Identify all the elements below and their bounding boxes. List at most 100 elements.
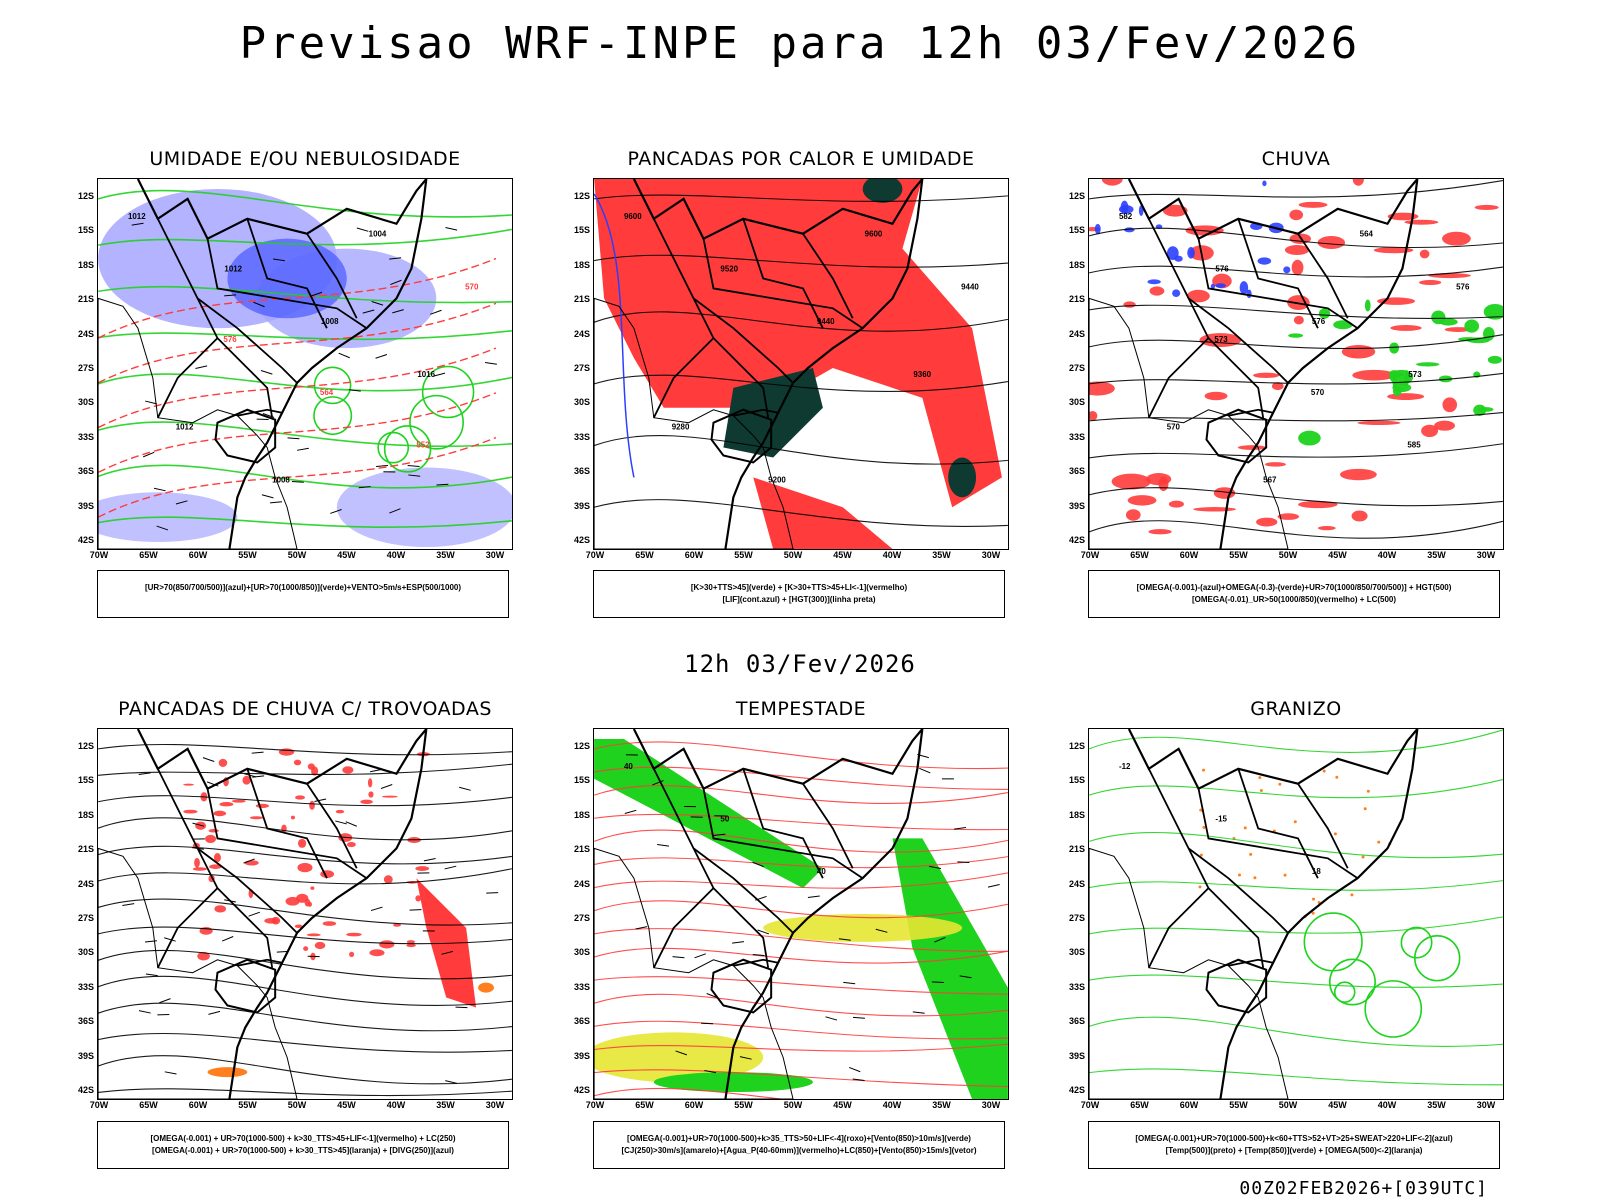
latitude-label: 39S (1068, 500, 1085, 511)
latitude-label: 36S (77, 466, 94, 477)
longitude-label: 30W (1476, 550, 1496, 560)
latitude-label: 12S (77, 191, 94, 201)
latitude-label: 30S (573, 947, 590, 958)
panel-title: GRANIZO (1250, 698, 1342, 720)
legend-box: [OMEGA(-0.001)-(azul)+OMEGA(-0.3)-(verde… (1088, 570, 1500, 618)
contour-label: 570 (1311, 388, 1325, 397)
map-graphic: 582 576 576 573 570 567 564 576 573 570 585 (1089, 179, 1503, 549)
longitude-label: 70W (1080, 1100, 1100, 1110)
longitude-label: 70W (89, 1100, 109, 1110)
panel-title: PANCADAS POR CALOR E UMIDADE (627, 148, 975, 170)
run-info: 00Z02FEB2026+[039UTC] (1239, 1178, 1488, 1199)
latitude-label: 30S (1068, 397, 1085, 408)
longitude-label: 70W (585, 550, 605, 560)
longitude-label: 55W (734, 550, 753, 560)
latitude-label: 33S (77, 981, 94, 992)
latitude-label: 12S (573, 191, 590, 201)
latitude-label: 30S (77, 947, 94, 958)
contour-label: 1008 (321, 317, 339, 326)
latitude-label: 39S (77, 1050, 94, 1061)
latitude-label: 39S (1068, 1050, 1085, 1061)
legend-line: [LIF](cont.azul) + [HGT(300)](linha pret… (722, 595, 876, 604)
latitude-label: 30S (1068, 947, 1085, 958)
contour-label: 9440 (961, 282, 979, 291)
legend-box: [OMEGA(-0.001)+UR>70(1000-500)+k>35_TTS>… (593, 1121, 1005, 1169)
contour-label: 9200 (768, 475, 786, 484)
contour-label: 564 (1360, 230, 1374, 239)
longitude-label: 50W (287, 1100, 307, 1110)
latitude-label: 27S (573, 363, 590, 373)
latitude-label: 24S (1068, 328, 1085, 339)
legend-line: [OMEGA(-0.01)_UR>50(1000/850)(vermelho) … (1191, 595, 1397, 604)
longitude-label: 35W (932, 550, 951, 560)
longitude-label: 35W (932, 1100, 951, 1110)
latitude-label: 36S (1068, 466, 1085, 477)
latitude-label: 21S (573, 294, 590, 305)
longitude-label: 40W (386, 550, 406, 560)
legend-line: [UR>70(850/700/500)](azul)+[UR>70(1000/8… (144, 583, 462, 592)
latitude-label: 15S (77, 775, 94, 786)
latitude-label: 24S (1068, 878, 1085, 889)
latitude-label: 42S (1068, 1085, 1085, 1095)
latitude-label: 36S (1068, 1016, 1085, 1027)
map-panel: GRANIZO -12 -15 18 12S 15S 18S 21S 24S 27S 30S 33S 3… (1069, 698, 1504, 1169)
panel-title: CHUVA (1261, 148, 1331, 170)
map-panel: PANCADAS DE CHUVA C/ TROVOADAS 12S 15S 18S 2… (78, 698, 513, 1169)
latitude-label: 15S (77, 225, 94, 236)
panel-title: PANCADAS DE CHUVA C/ TROVOADAS (118, 698, 492, 720)
longitude-label: 55W (1229, 1100, 1248, 1110)
map-plot: 582 576 576 573 570 567 564 576 573 570 585 (1088, 178, 1504, 550)
contour-label: 9600 (624, 212, 642, 221)
contour-label: 1016 (417, 370, 435, 379)
latitude-label: 21S (77, 844, 94, 855)
latitude-label: 21S (573, 844, 590, 855)
legend-box: [OMEGA(-0.001)+UR>70(1000-500)+k<60+TTS>… (1088, 1121, 1500, 1169)
latitude-label: 36S (573, 1016, 590, 1027)
contour-label: 40 (624, 762, 633, 771)
contour-label: 9440 (817, 317, 835, 326)
panel-title: UMIDADE E/OU NEBULOSIDADE (149, 148, 461, 170)
latitude-label: 27S (77, 913, 94, 923)
longitude-label: 60W (188, 550, 208, 560)
latitude-label: 21S (1068, 844, 1085, 855)
legend-line: [OMEGA(-0.001)+UR>70(1000-500)+k<60+TTS>… (1135, 1134, 1453, 1143)
longitude-label: 50W (1278, 1100, 1298, 1110)
contour-label: 570 (1167, 423, 1181, 432)
contour-label: 40 (817, 867, 826, 876)
latitude-label: 33S (573, 431, 590, 442)
latitude-label: 42S (1068, 535, 1085, 545)
latitude-label: 39S (77, 500, 94, 511)
contour-label: 18 (1312, 867, 1321, 876)
contour-label: 573 (1214, 335, 1228, 344)
longitude-label: 45W (1328, 550, 1347, 560)
longitude-label: 55W (238, 550, 257, 560)
longitude-label: 70W (585, 1100, 605, 1110)
map-panel: CHUVA 582 576 576 573 570 567 564 576 573 570 585 12… (1069, 148, 1504, 618)
contour-label: 576 (1456, 282, 1470, 291)
contour-label: 1004 (369, 230, 387, 239)
latitude-label: 15S (1068, 225, 1085, 236)
longitude-label: 65W (139, 550, 158, 560)
map-plot: 9600 9520 9440 9360 9280 9200 9600 9440 (593, 178, 1009, 550)
latitude-label: 15S (1068, 775, 1085, 786)
contour-label: 570 (465, 282, 479, 291)
longitude-label: 45W (833, 1100, 852, 1110)
latitude-label: 33S (1068, 431, 1085, 442)
latitude-label: 42S (573, 535, 590, 545)
contour-label: 585 (1407, 441, 1421, 450)
contour-label: 576 (223, 335, 237, 344)
longitude-label: 60W (1179, 550, 1199, 560)
legend-line: [K>30+TTS>45](verde) + [K>30+TTS>45+LI<-… (690, 583, 908, 592)
latitude-label: 33S (573, 981, 590, 992)
legend-line: [CJ(250)>30m/s](amarelo)+[Agua_P(40-60mm… (621, 1146, 977, 1155)
latitude-label: 36S (77, 1016, 94, 1027)
latitude-label: 42S (573, 1085, 590, 1095)
latitude-label: 30S (77, 397, 94, 408)
latitude-label: 27S (1068, 913, 1085, 923)
map-plot: -12 -15 18 (1088, 728, 1504, 1100)
longitude-label: 35W (436, 1100, 455, 1110)
longitude-label: 30W (1476, 1100, 1496, 1110)
latitude-label: 12S (573, 741, 590, 751)
longitude-label: 55W (1229, 550, 1248, 560)
legend-line: [OMEGA(-0.001) + UR>70(1000-500) + k>30_… (152, 1146, 454, 1155)
